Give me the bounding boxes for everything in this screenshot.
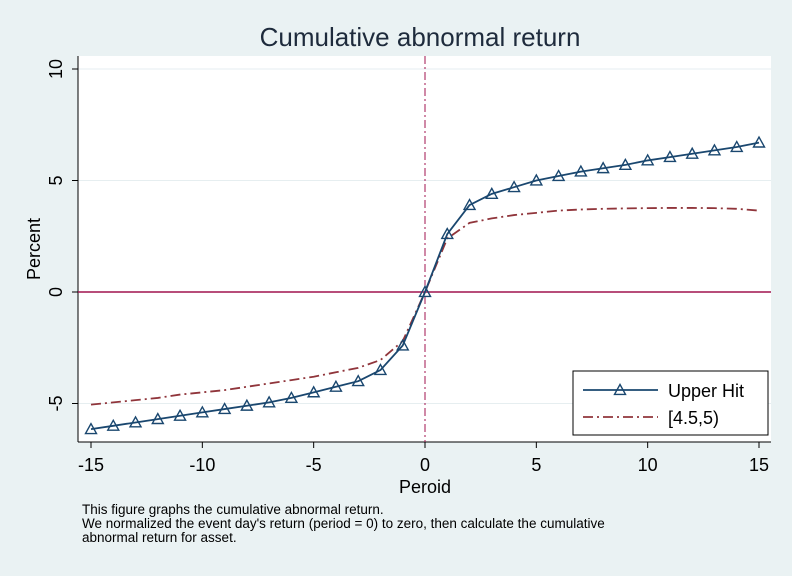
footnote-line-1: This figure graphs the cumulative abnorm…	[82, 502, 384, 517]
y-tick-label: 5	[46, 175, 66, 185]
y-tick-label: 0	[46, 287, 66, 297]
y-tick-label: -5	[46, 395, 66, 411]
series-marker	[663, 150, 677, 163]
series-marker	[440, 227, 454, 240]
series-marker	[240, 398, 254, 411]
series-line	[90, 141, 760, 431]
series-marker	[396, 338, 410, 351]
series-marker	[640, 153, 655, 166]
series-marker	[707, 143, 722, 156]
series-marker	[217, 402, 232, 415]
series-marker	[151, 412, 165, 425]
series-marker	[329, 379, 343, 392]
y-tick-label: 10	[46, 59, 66, 79]
series-marker	[596, 161, 610, 174]
legend-label: [4.5,5)	[668, 408, 719, 428]
series-marker	[613, 383, 627, 396]
series-marker	[306, 385, 321, 398]
series-marker	[173, 408, 187, 421]
series-marker	[574, 164, 588, 177]
axes: -15 -10 -5 0 5 10 15 -5 0 5 10	[46, 56, 771, 475]
series-marker	[730, 140, 744, 153]
legend-label: Upper Hit	[668, 381, 744, 401]
series-marker	[618, 157, 633, 170]
series-marker	[752, 135, 766, 148]
series-marker	[262, 395, 276, 408]
x-tick-label: 10	[638, 455, 658, 475]
series-layer	[78, 56, 771, 442]
x-tick-label: -5	[306, 455, 322, 475]
legend: Upper Hit [4.5,5)	[572, 370, 769, 436]
series-marker	[462, 198, 477, 211]
series-marker	[485, 186, 499, 199]
x-tick-label: -15	[78, 455, 104, 475]
series-marker	[507, 180, 521, 193]
footnote-line-2: We normalized the event day's return (pe…	[82, 516, 605, 531]
series-marker	[128, 415, 143, 428]
series-marker	[551, 169, 566, 182]
series-marker	[685, 146, 699, 159]
x-tick-label: 0	[420, 455, 430, 475]
series-line	[90, 207, 760, 406]
x-tick-label: 15	[749, 455, 769, 475]
x-tick-label: -10	[189, 455, 215, 475]
y-axis-label: Percent	[24, 218, 44, 280]
footnote-line-3: abnormal return for asset.	[82, 530, 237, 545]
x-tick-label: 5	[531, 455, 541, 475]
series-marker	[106, 418, 120, 431]
x-axis-label: Peroid	[399, 477, 451, 497]
series-marker	[284, 390, 299, 404]
series-marker	[84, 422, 98, 435]
series-marker	[529, 173, 544, 186]
legend-box	[572, 370, 769, 436]
series-marker	[351, 374, 365, 387]
series-marker	[418, 285, 432, 298]
series-marker	[195, 405, 210, 418]
chart-title: Cumulative abnormal return	[260, 22, 581, 52]
series-marker	[373, 363, 388, 376]
